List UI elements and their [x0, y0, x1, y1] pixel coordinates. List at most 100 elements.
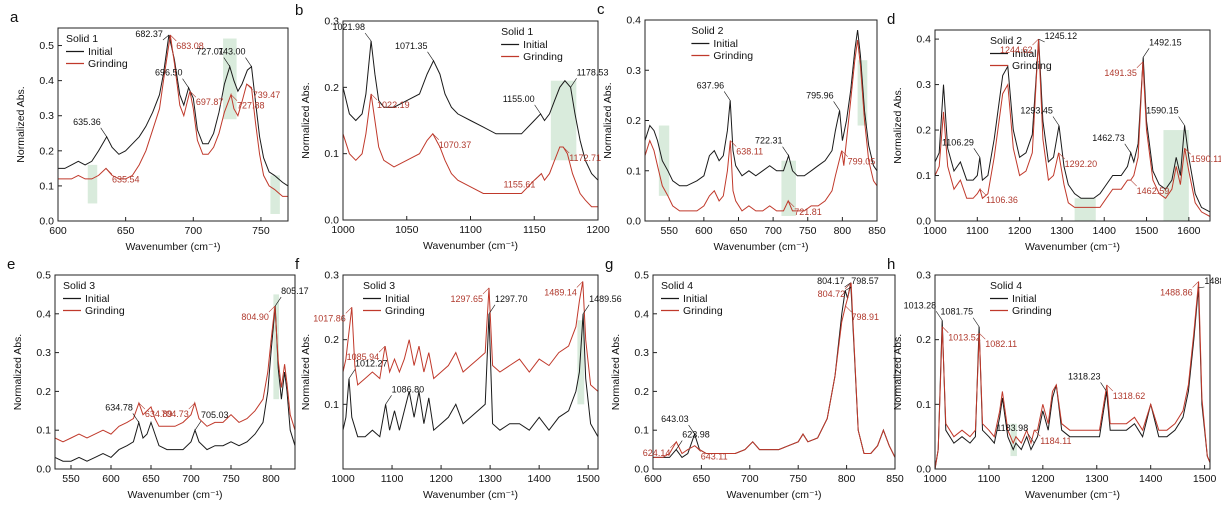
plot-frame: [342, 274, 599, 470]
peak-annotation: 1488.47: [1204, 276, 1221, 286]
peak-annotation: 638.11: [736, 147, 763, 157]
peak-annotation: 1013.28: [904, 300, 937, 310]
annotation-leader: [1130, 179, 1137, 187]
legend-label: Initial: [1012, 293, 1037, 305]
x-tick-label: 1000: [331, 473, 355, 485]
chart-panel-b: 1000 1050 1100 1150 1200 0.0 0.1 0.2 0.3 Wavenumb…: [295, 2, 610, 252]
annotation-leader: [844, 282, 852, 289]
y-axis-label: Normalized Abs.: [610, 334, 622, 410]
y-tick-label: 0.1: [39, 180, 54, 192]
peak-annotation: 1590.15: [1146, 106, 1179, 116]
x-tick-label: 850: [868, 225, 886, 237]
peak-annotation: 743.00: [218, 47, 246, 57]
peak-annotation: 705.03: [201, 410, 229, 420]
peak-annotation: 1013.52: [948, 333, 981, 343]
peak-annotation: 635.54: [112, 174, 140, 184]
highlight-region: [1074, 198, 1096, 221]
panel-letter: a: [10, 9, 19, 26]
y-tick-label: 0.5: [634, 270, 649, 282]
x-tick-label: 600: [644, 473, 662, 485]
series-line-grinding: [653, 282, 896, 458]
y-tick-label: 0.2: [916, 125, 931, 137]
chart-panel-h: 1000 1100 1200 1300 1400 1500 0.0 0.1 0.2 0.3 Wave…: [887, 256, 1221, 501]
legend-label: Initial: [385, 293, 410, 305]
x-tick-label: 1200: [586, 224, 610, 236]
panel-letter: g: [605, 256, 613, 273]
peak-annotation: 1081.75: [941, 307, 974, 317]
peak-annotation: 1489.14: [544, 287, 577, 297]
x-tick-label: 650: [693, 473, 711, 485]
plot-frame: [57, 27, 289, 222]
annotation-leader: [582, 304, 590, 314]
x-axis-label: Wavenumber (cm⁻¹): [714, 241, 809, 253]
y-axis-label: Normalized Abs.: [602, 82, 614, 158]
annotation-leader: [170, 34, 177, 42]
peak-annotation: 634.78: [105, 402, 133, 412]
chart-panel-d: 1000 1100 1200 1300 1400 1500 1600 0.0 0.1 0.2 0.3…: [887, 11, 1221, 253]
series-line-initial: [644, 30, 878, 187]
annotation-leader: [245, 57, 252, 67]
annotation-leader: [1106, 384, 1114, 392]
x-tick-label: 1050: [395, 224, 419, 236]
peak-annotation: 1070.37: [439, 140, 472, 150]
annotation-leader: [182, 78, 189, 88]
peak-annotation: 1297.65: [450, 294, 483, 304]
peak-annotation: 1022.19: [377, 100, 410, 110]
y-tick-label: 0.0: [634, 464, 649, 476]
y-tick-label: 0.3: [39, 110, 54, 122]
peak-annotation: 805.17: [281, 286, 309, 296]
series-line-grinding: [644, 40, 878, 212]
peak-annotation: 1491.35: [1104, 68, 1137, 78]
series-line-initial: [54, 305, 296, 462]
chart-panel-a: 600 650 700 750 0.0 0.1 0.2 0.3 0.4 0.5 Wavenumber…: [10, 9, 289, 253]
series-line-grinding: [54, 305, 296, 443]
y-tick-label: 0.3: [916, 270, 931, 282]
annotation-leader: [1142, 48, 1150, 58]
peak-annotation: 804.90: [241, 312, 269, 322]
series-line-initial: [342, 40, 599, 181]
peak-annotation: 682.37: [135, 29, 163, 39]
y-tick-label: 0.3: [36, 347, 51, 359]
annotation-leader: [105, 168, 113, 175]
x-tick-label: 1000: [923, 473, 947, 485]
y-tick-label: 0.0: [916, 216, 931, 228]
annotation-leader: [534, 104, 541, 115]
peak-annotation: 1293.45: [1020, 106, 1053, 116]
annotation-leader: [274, 296, 282, 307]
legend-label: Grinding: [85, 305, 125, 317]
peak-annotation: 1297.70: [495, 294, 528, 304]
x-tick-label: 750: [799, 225, 817, 237]
peak-annotation: 1184.11: [1040, 436, 1071, 446]
annotation-leader: [972, 317, 980, 327]
y-tick-label: 0.2: [634, 386, 649, 398]
x-tick-label: 650: [730, 225, 748, 237]
x-tick-label: 1300: [1050, 225, 1074, 237]
y-tick-label: 0.1: [36, 425, 51, 437]
y-tick-label: 0.2: [36, 386, 51, 398]
x-tick-label: 1150: [523, 224, 546, 236]
peak-annotation: 1489.56: [589, 294, 622, 304]
annotation-leader: [488, 304, 496, 314]
annotation-leader: [1192, 281, 1199, 288]
annotation-leader: [385, 395, 392, 405]
legend-title: Solid 2: [990, 35, 1022, 47]
peak-annotation: 1492.15: [1149, 37, 1182, 47]
peak-annotation: 1245.12: [1045, 31, 1078, 41]
panel-letter: c: [597, 1, 605, 18]
y-tick-label: 0.0: [36, 464, 51, 476]
x-tick-label: 800: [834, 225, 852, 237]
y-tick-label: 0.4: [626, 15, 641, 27]
annotation-leader: [1124, 143, 1132, 153]
y-tick-label: 0.4: [36, 308, 51, 320]
annotation-leader: [268, 305, 276, 313]
y-axis-label: Normalized Abs.: [892, 87, 904, 163]
peak-annotation: 1017.86: [313, 313, 346, 323]
x-axis-label: Wavenumber (cm⁻¹): [423, 240, 518, 252]
y-tick-label: 0.4: [39, 75, 54, 87]
annotation-leader: [223, 57, 231, 67]
peak-annotation: 1155.00: [503, 94, 535, 104]
x-tick-label: 1400: [527, 473, 551, 485]
chart-panel-e: 550 600 650 700 750 800 0.0 0.1 0.2 0.3 0.4 0.5 Wave…: [7, 256, 309, 501]
x-tick-label: 550: [660, 225, 678, 237]
